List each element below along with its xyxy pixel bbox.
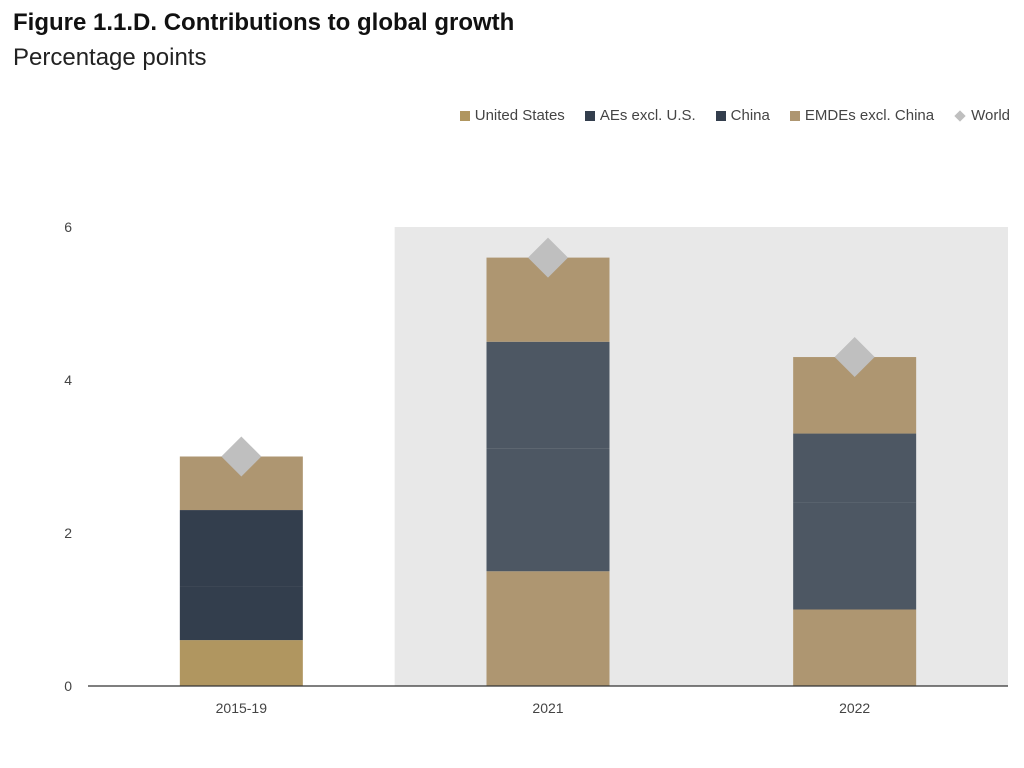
chart-title: Figure 1.1.D. Contributions to global gr… [13,9,515,36]
legend-label-aes-excl-us: AEs excl. U.S. [599,107,696,124]
bar-china-2022 [793,433,917,503]
y-tick-label-0: 0 [64,678,72,694]
legend-item-emdes-excl-china: EMDEs excl. China [789,107,935,124]
y-tick-label-4: 4 [64,372,72,388]
bar-united-states-2015-19 [179,640,303,686]
bar-aes-excl-u-s-2015-19 [179,586,303,641]
axes-group: 0 2 4 6 2015-19 2021 2022 [64,219,1008,716]
bar-china-2015-19 [179,510,303,587]
legend-item-world: World [954,107,1010,124]
legend-label-united-states: United States [474,107,565,124]
bar-united-states-2022 [793,609,917,686]
bar-united-states-2021 [486,571,610,686]
legend-label-world: World [971,107,1010,124]
x-tick-label-2022: 2022 [839,700,870,716]
bar-china-2021 [486,341,610,449]
legend-swatch-aes-excl-us [584,110,595,121]
legend-item-aes-excl-us: AEs excl. U.S. [584,107,696,124]
world-marker-2022 [834,337,875,378]
legend-swatch-china [715,110,726,121]
legend-swatch-united-states [459,110,470,121]
x-tick-label-2015-19: 2015-19 [216,700,268,716]
chart-legend: United States AEs excl. U.S. China EMDEs… [459,107,1010,124]
legend-label-china: China [730,107,770,124]
chart-subtitle: Percentage points [13,44,207,71]
world-marker-2015-19 [221,436,262,477]
bar-aes-excl-u-s-2021 [486,448,610,572]
x-tick-label-2021: 2021 [532,700,563,716]
legend-swatch-emdes-excl-china [789,110,800,121]
bar-aes-excl-u-s-2022 [793,502,917,610]
y-tick-label-6: 6 [64,219,72,235]
world-marker-2021 [528,237,568,278]
world-markers-group [221,237,875,477]
legend-label-emdes-excl-china: EMDEs excl. China [804,107,935,124]
y-tick-label-2: 2 [64,525,72,541]
legend-item-china: China [715,107,770,124]
legend-item-united-states: United States [459,107,565,124]
